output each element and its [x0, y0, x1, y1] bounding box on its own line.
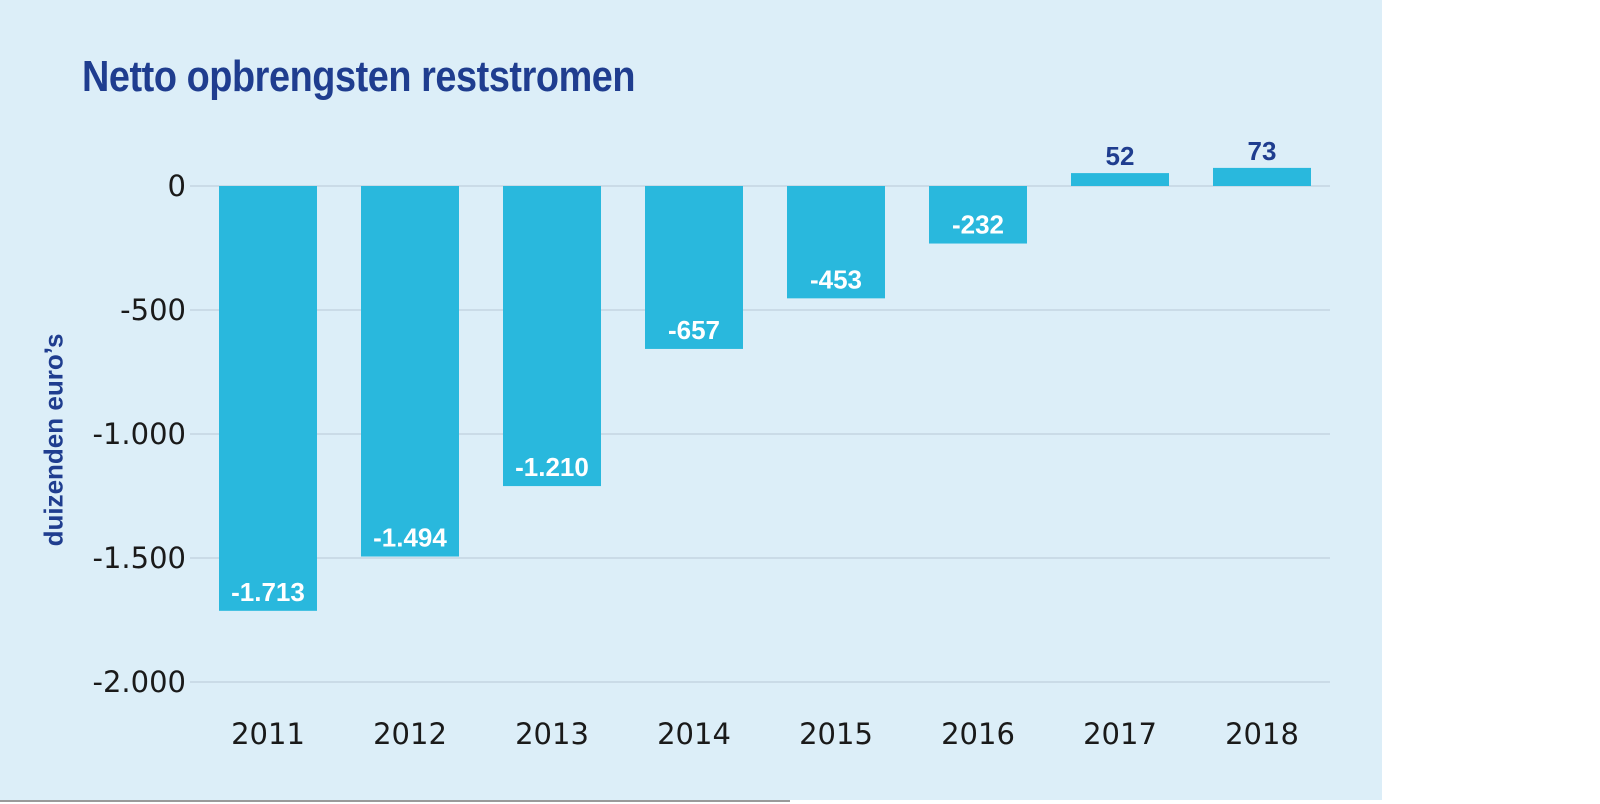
x-tick-label: 2013	[515, 717, 589, 751]
data-label: -1.494	[373, 523, 447, 553]
data-label: -1.713	[231, 577, 305, 607]
y-tick-label: -1.500	[93, 541, 187, 575]
y-tick-label: 0	[168, 169, 186, 203]
data-label: -1.210	[515, 452, 589, 482]
bar	[787, 186, 885, 299]
bar	[929, 186, 1027, 244]
bar	[1071, 173, 1169, 186]
x-tick-label: 2017	[1083, 717, 1157, 751]
x-tick-label: 2014	[657, 717, 731, 751]
bar	[503, 186, 601, 487]
bar	[361, 186, 459, 557]
x-tick-label: 2012	[373, 717, 447, 751]
data-label: -232	[952, 210, 1004, 240]
bar	[1213, 167, 1311, 186]
data-label: 52	[1106, 141, 1135, 171]
bar	[219, 186, 317, 611]
y-tick-label: -1.000	[93, 417, 187, 451]
y-tick-label: -500	[120, 293, 186, 327]
x-tick-label: 2018	[1225, 717, 1299, 751]
data-label: 73	[1248, 136, 1277, 166]
bar	[645, 186, 743, 349]
y-tick-label: -2.000	[93, 665, 187, 699]
bottom-divider	[0, 800, 790, 802]
data-label: -453	[810, 264, 862, 294]
chart-title: Netto opbrengsten reststromen	[82, 52, 636, 101]
x-tick-label: 2015	[799, 717, 873, 751]
x-tick-label: 2016	[941, 717, 1015, 751]
x-tick-label: 2011	[231, 717, 305, 751]
data-label: -657	[668, 315, 720, 345]
